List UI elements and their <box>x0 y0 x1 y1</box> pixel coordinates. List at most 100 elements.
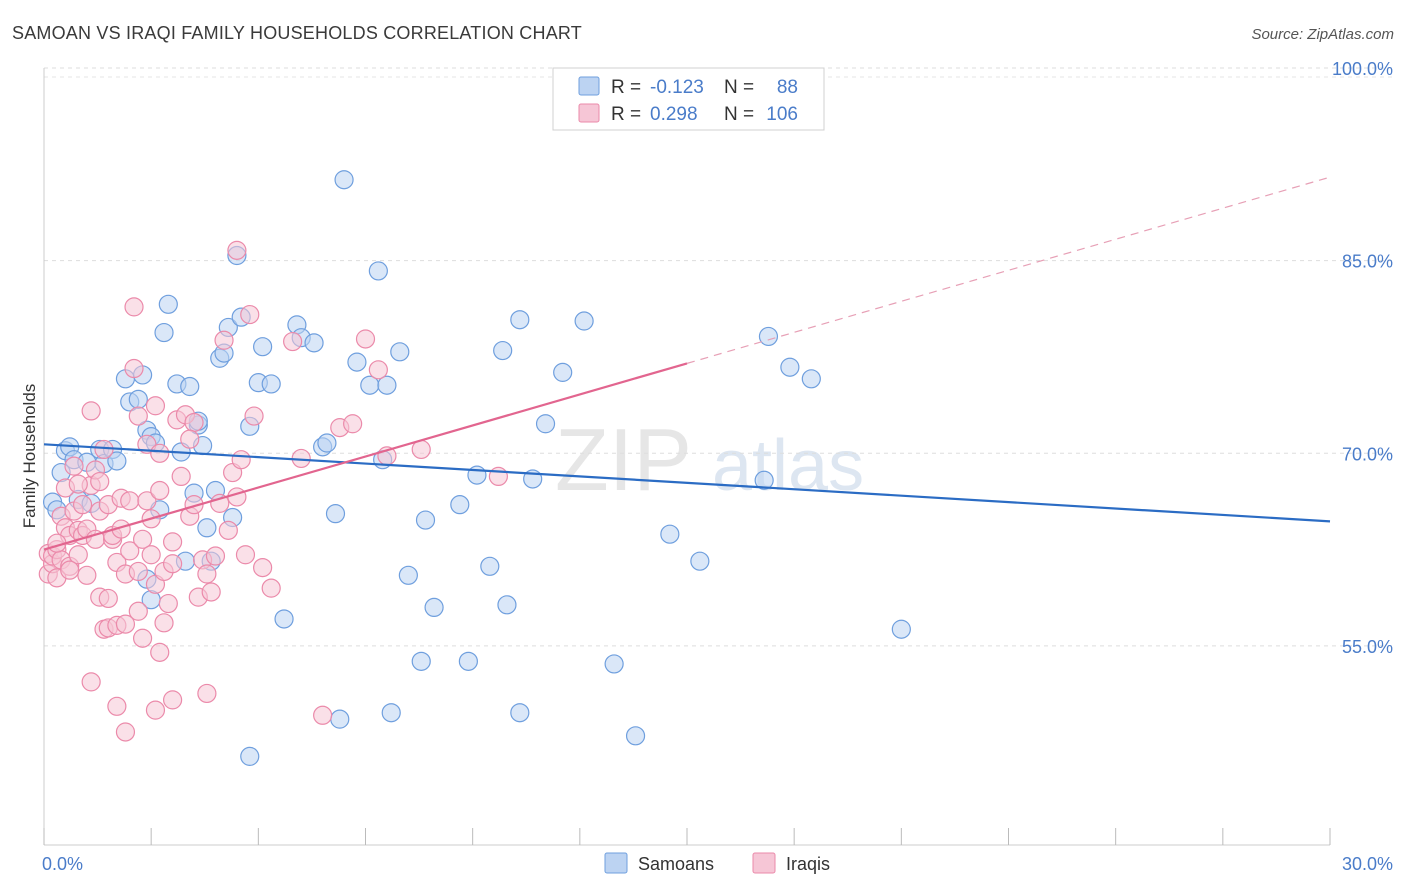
point-iraqis-57 <box>163 532 183 552</box>
point-samoans-79 <box>690 551 710 571</box>
point-samoans-80 <box>754 470 774 490</box>
point-iraqis-44 <box>132 529 153 549</box>
y-tick-label-3: 100.0% <box>1332 59 1393 79</box>
point-samoans-44 <box>253 337 273 357</box>
point-iraqis-85 <box>368 360 388 380</box>
point-samoans-67 <box>480 556 500 576</box>
point-iraqis-95 <box>163 690 183 710</box>
bottom-legend-swatch-samoans <box>604 852 628 874</box>
trend-line-iraqis-extension <box>686 176 1331 364</box>
point-iraqis-94 <box>145 700 166 720</box>
x-tick-min: 0.0% <box>42 854 83 874</box>
point-samoans-63 <box>424 597 444 618</box>
series-iraqis-points <box>38 240 508 742</box>
point-iraqis-97 <box>150 642 170 662</box>
point-iraqis-104 <box>227 240 247 260</box>
point-iraqis-99 <box>184 412 204 433</box>
point-iraqis-50 <box>145 396 166 416</box>
point-iraqis-89 <box>60 560 80 580</box>
legend-r-label-samoans: R = <box>611 77 641 98</box>
point-samoans-86 <box>330 709 350 729</box>
point-iraqis-27 <box>94 439 114 460</box>
point-iraqis-96 <box>197 683 217 704</box>
point-iraqis-71 <box>218 520 238 540</box>
point-iraqis-40 <box>124 297 144 317</box>
point-iraqis-92 <box>107 696 127 716</box>
stats-legend: R = -0.123 N = 88 R = 0.298 N = 106 <box>552 67 825 131</box>
point-samoans-59 <box>390 342 410 362</box>
point-samoans-77 <box>625 726 646 746</box>
point-iraqis-70 <box>214 330 234 350</box>
point-iraqis-81 <box>313 705 333 725</box>
point-samoans-62 <box>415 510 436 530</box>
point-iraqis-43 <box>128 561 148 582</box>
point-iraqis-48 <box>141 545 161 565</box>
point-iraqis-39 <box>120 491 140 511</box>
point-samoans-12 <box>107 451 127 471</box>
point-samoans-23 <box>154 322 174 343</box>
point-iraqis-56 <box>158 593 178 614</box>
point-iraqis-18 <box>77 565 97 585</box>
series-samoans-points <box>42 170 911 766</box>
point-iraqis-79 <box>283 331 303 352</box>
point-samoans-87 <box>381 703 401 723</box>
point-samoans-73 <box>535 414 556 434</box>
point-iraqis-52 <box>150 443 170 463</box>
point-samoans-61 <box>411 651 431 671</box>
legend-swatch-samoans <box>578 76 600 96</box>
point-samoans-46 <box>274 609 294 629</box>
point-iraqis-58 <box>163 554 183 574</box>
point-iraqis-66 <box>197 564 217 584</box>
trend-line-samoans <box>43 443 1331 523</box>
watermark-atlas: atlas <box>712 426 864 506</box>
point-samoans-58 <box>377 375 397 395</box>
point-iraqis-84 <box>355 329 376 349</box>
point-iraqis-103 <box>180 429 200 449</box>
y-tick-label-2: 85.0% <box>1342 252 1393 272</box>
point-iraqis-38 <box>120 541 140 561</box>
point-iraqis-13 <box>64 456 84 476</box>
legend-r-value-iraqis: 0.298 <box>650 104 698 125</box>
point-samoans-69 <box>497 595 517 615</box>
series-legend: Samoans Iraqis <box>604 852 830 874</box>
point-iraqis-91 <box>81 672 101 692</box>
watermark-zip: ZIP <box>555 410 692 509</box>
bottom-legend-label-samoans: Samoans <box>638 854 714 874</box>
point-samoans-34 <box>197 518 217 538</box>
point-iraqis-102 <box>128 601 148 621</box>
point-samoans-82 <box>780 357 800 377</box>
point-samoans-27 <box>180 376 200 397</box>
point-iraqis-42 <box>128 406 148 426</box>
point-samoans-52 <box>325 504 346 524</box>
point-samoans-83 <box>801 369 821 389</box>
point-iraqis-68 <box>205 546 226 566</box>
x-tick-max: 30.0% <box>1342 854 1393 874</box>
point-samoans-56 <box>368 261 388 281</box>
point-iraqis-45 <box>132 628 153 648</box>
point-iraqis-93 <box>115 722 136 742</box>
point-iraqis-101 <box>90 471 110 492</box>
point-samoans-64 <box>450 495 470 515</box>
point-samoans-65 <box>458 651 478 671</box>
point-samoans-15 <box>128 389 148 409</box>
chart-source: Source: ZipAtlas.com <box>1251 26 1394 43</box>
point-iraqis-41 <box>124 358 144 379</box>
point-samoans-45 <box>261 374 281 394</box>
point-samoans-70 <box>510 310 530 330</box>
point-iraqis-75 <box>235 545 256 565</box>
point-iraqis-53 <box>150 480 170 501</box>
point-iraqis-74 <box>231 450 251 470</box>
y-axis-label: Family Households <box>20 384 39 529</box>
x-axis-ticks <box>43 828 1331 845</box>
y-tick-label-1: 70.0% <box>1342 444 1393 464</box>
point-samoans-68 <box>493 340 513 361</box>
point-samoans-24 <box>158 294 178 314</box>
point-iraqis-77 <box>253 557 273 578</box>
point-iraqis-67 <box>201 582 221 602</box>
point-samoans-75 <box>574 311 594 331</box>
point-samoans-84 <box>891 619 911 639</box>
point-iraqis-47 <box>137 491 157 511</box>
point-samoans-53 <box>334 170 354 190</box>
point-samoans-60 <box>398 565 418 585</box>
